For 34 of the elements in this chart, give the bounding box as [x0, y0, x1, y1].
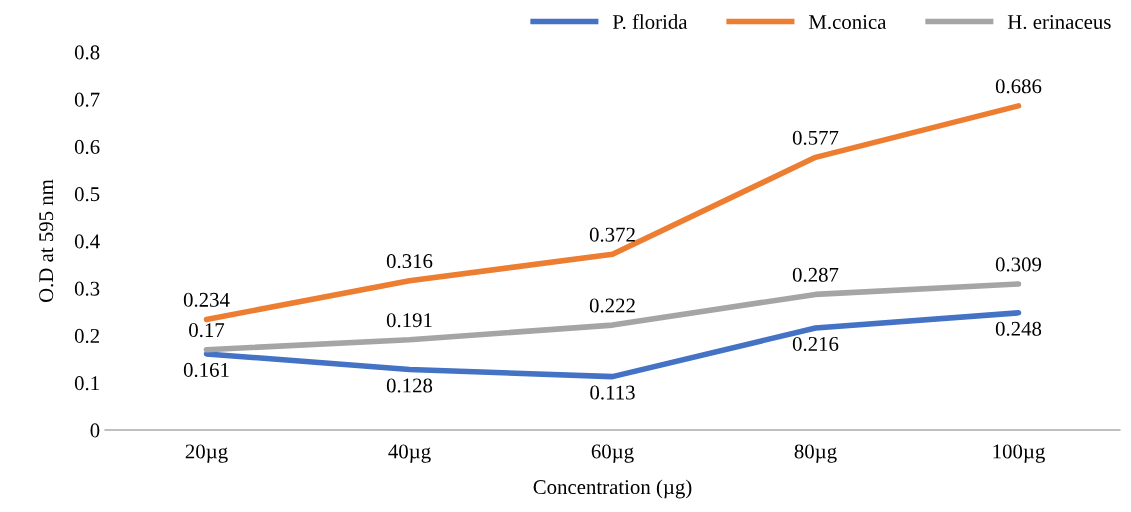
legend-label: P. florida [612, 14, 688, 30]
y-tick-label: 0.7 [74, 92, 100, 107]
x-tick-label: 80µg [794, 444, 837, 463]
legend-label: M.conica [808, 15, 887, 30]
y-tick-label: 0.8 [74, 45, 100, 60]
y-tick-label: 0.2 [74, 328, 99, 344]
data-label: 0.191 [386, 313, 432, 328]
data-label: 0.222 [589, 298, 635, 313]
data-label: 0.234 [183, 292, 230, 307]
x-tick-label: 20µg [185, 444, 228, 463]
data-label: 0.248 [995, 321, 1042, 336]
y-tick-label: 0 [90, 423, 100, 438]
y-tick-label: 0.3 [74, 281, 100, 296]
data-label: 0.577 [792, 130, 839, 145]
y-tick-label: 0.4 [74, 234, 100, 249]
data-label: 0.216 [792, 336, 839, 352]
x-tick-label: 100µg [993, 444, 1045, 463]
data-label: 0.161 [183, 362, 229, 378]
y-tick-label: 0.5 [74, 187, 100, 202]
data-label: 0.309 [995, 257, 1042, 272]
y-axis-title: O.D at 595 nm [39, 179, 54, 303]
x-axis-title: Concentration (µg) [533, 479, 692, 499]
data-label: 0.316 [386, 254, 433, 269]
data-label: 0.113 [590, 385, 635, 400]
data-label: 0.287 [792, 267, 839, 282]
x-tick-label: 60µg [591, 444, 634, 463]
y-tick-label: 0.1 [74, 376, 99, 391]
y-tick-label: 0.6 [74, 139, 100, 155]
x-tick-label: 40µg [388, 444, 431, 463]
data-label: 0.17 [189, 323, 225, 338]
data-label: 0.372 [589, 227, 635, 242]
data-label: 0.686 [995, 79, 1042, 94]
data-label: 0.128 [386, 378, 433, 393]
legend-label: H. erinaceus [1007, 15, 1111, 30]
